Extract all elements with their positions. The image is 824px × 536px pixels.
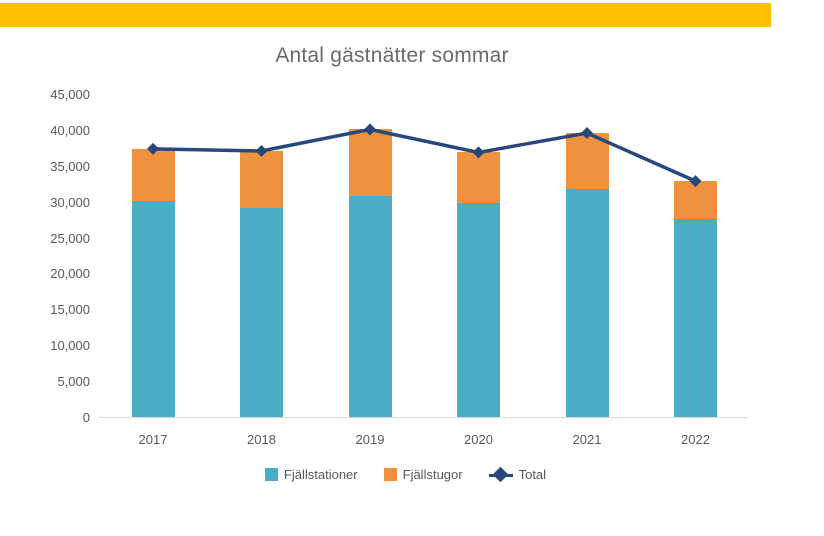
total-point-marker[interactable] bbox=[689, 175, 702, 188]
bar-segment-fjallstugor[interactable] bbox=[565, 133, 609, 190]
bar-segment-fjallstationer[interactable] bbox=[131, 201, 175, 418]
legend-diamond-icon bbox=[488, 466, 513, 482]
y-tick-label: 40,000 bbox=[50, 122, 90, 138]
legend-label: Fjällstationer bbox=[283, 467, 358, 482]
legend-swatch-icon bbox=[383, 468, 397, 481]
legend-item-fjällstugor[interactable]: Fjällstugor bbox=[383, 467, 463, 482]
x-tick-label: 2021 bbox=[572, 432, 602, 447]
y-tick-label: 10,000 bbox=[50, 338, 90, 354]
y-tick-label: 35,000 bbox=[50, 158, 90, 174]
legend-label: Fjällstugor bbox=[402, 467, 463, 482]
legend: Fjällstationer Fjällstugor Total bbox=[81, 466, 730, 482]
total-line-layer bbox=[147, 123, 702, 188]
total-line[interactable] bbox=[152, 127, 697, 183]
y-tick-label: 45,000 bbox=[50, 87, 90, 102]
x-tick-label: 2017 bbox=[138, 432, 168, 447]
bar-segment-fjallstugor[interactable] bbox=[457, 152, 500, 203]
total-point-marker[interactable] bbox=[472, 146, 485, 159]
y-tick-label: 0 bbox=[82, 410, 90, 425]
bar-segment-fjallstationer[interactable] bbox=[457, 202, 500, 418]
diamond-marker-icon bbox=[492, 466, 508, 482]
total-point-marker[interactable] bbox=[255, 144, 268, 157]
x-tick-label: 2018 bbox=[247, 432, 276, 447]
y-tick-label: 25,000 bbox=[50, 230, 90, 246]
legend-item-fjällstationer[interactable]: Fjällstationer bbox=[264, 467, 358, 482]
legend-label: Total bbox=[518, 467, 547, 482]
chart-title: Antal gästnätter sommar bbox=[275, 44, 509, 67]
plot-area bbox=[99, 95, 748, 418]
x-tick-label: 2022 bbox=[681, 432, 710, 447]
y-tick-label: 20,000 bbox=[50, 266, 90, 282]
total-point-marker[interactable] bbox=[147, 142, 159, 155]
y-tick-label: 15,000 bbox=[50, 302, 90, 318]
bar-segment-fjallstugor[interactable] bbox=[348, 129, 392, 197]
y-tick-label: 30,000 bbox=[50, 194, 90, 210]
legend-item-total[interactable]: Total bbox=[488, 466, 547, 482]
bar-segment-fjallstugor[interactable] bbox=[240, 150, 283, 208]
y-tick-label: 5,000 bbox=[57, 374, 90, 390]
bar-segment-fjallstationer[interactable] bbox=[240, 207, 283, 418]
bar-segment-fjallstationer[interactable] bbox=[348, 196, 392, 418]
x-axis-line bbox=[99, 417, 748, 418]
x-tick-label: 2019 bbox=[355, 432, 385, 447]
x-tick-label: 2020 bbox=[464, 432, 493, 447]
top-accent-bar bbox=[0, 3, 771, 27]
total-point-marker[interactable] bbox=[581, 127, 593, 140]
bar-segment-fjallstationer[interactable] bbox=[565, 189, 609, 418]
bar-segment-fjallstugor[interactable] bbox=[674, 181, 717, 220]
bar-segment-fjallstugor[interactable] bbox=[131, 148, 175, 202]
total-point-marker[interactable] bbox=[364, 123, 376, 136]
bar-segment-fjallstationer[interactable] bbox=[674, 219, 717, 418]
legend-swatch-icon bbox=[264, 468, 278, 481]
